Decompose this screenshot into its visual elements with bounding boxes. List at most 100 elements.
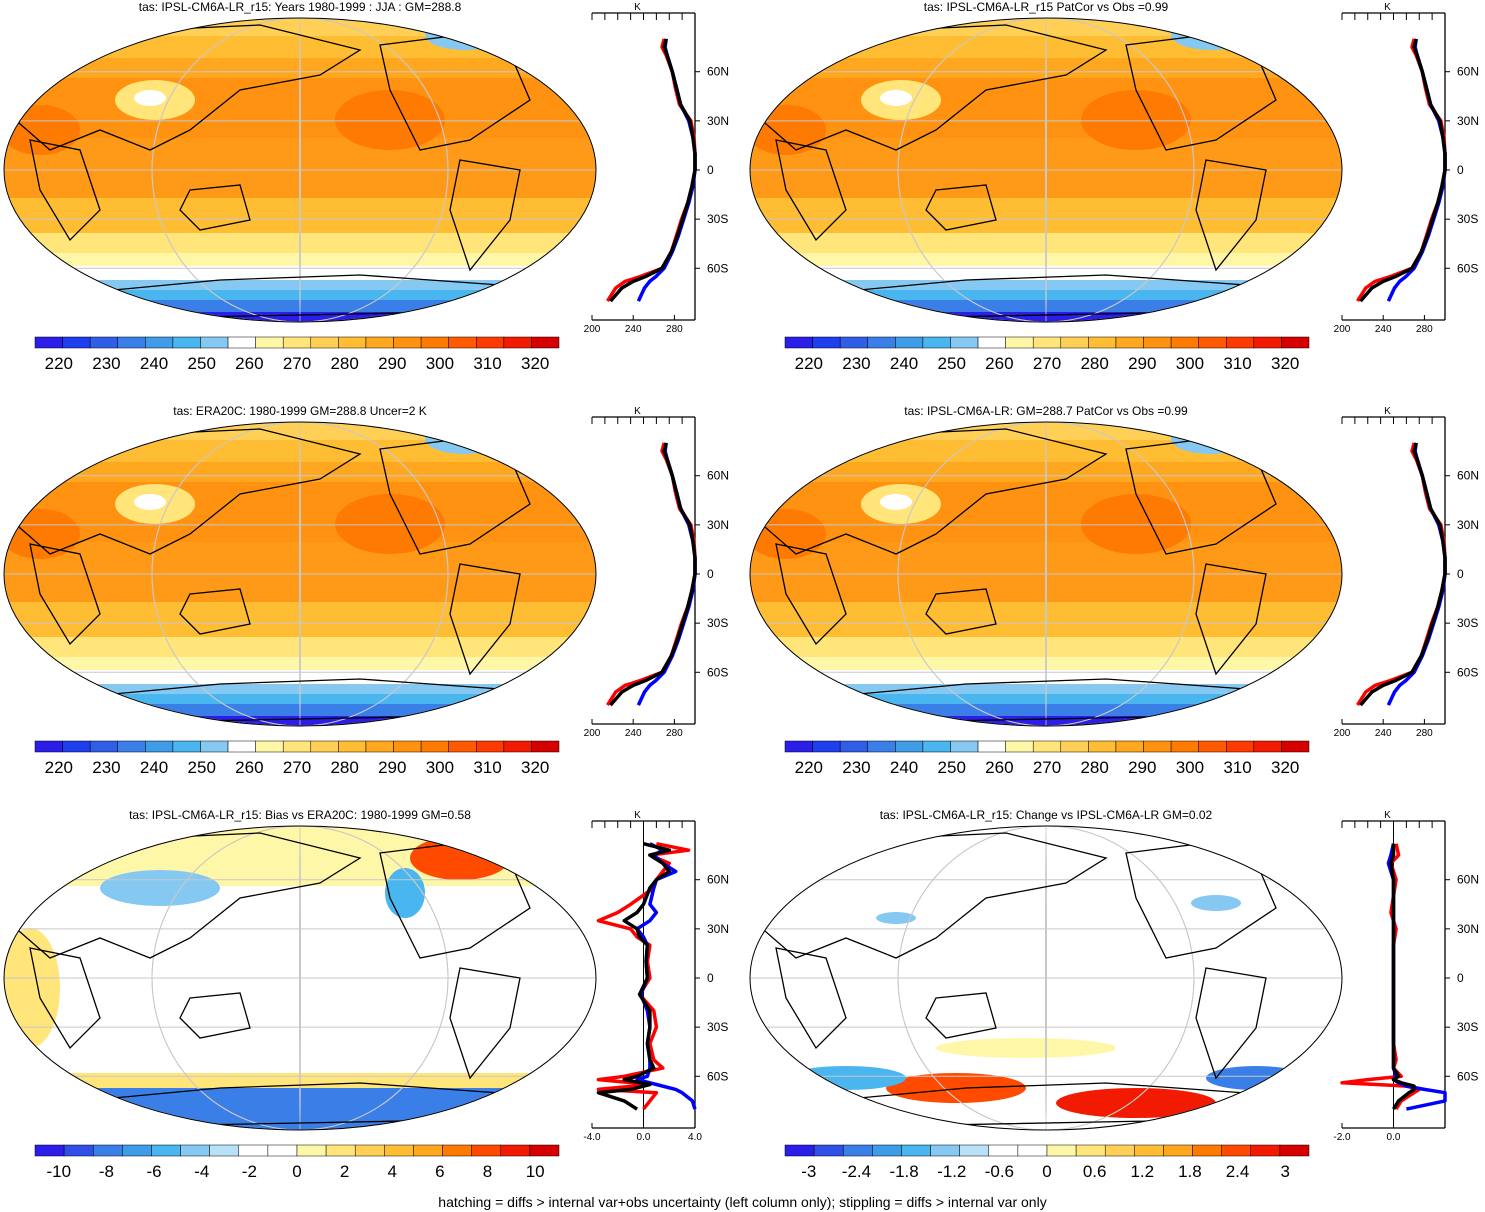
- colorbar-tick-label: 240: [890, 354, 918, 373]
- graticule: [750, 18, 1342, 322]
- panel-title: tas: IPSL-CM6A-LR_r15 PatCor vs Obs =0.9…: [923, 0, 1169, 14]
- map-and-profile: 220 230 240 250 260 270 280 290 300 310 320 K 200 240…: [3, 2, 729, 373]
- profile-unit-label: K: [634, 810, 641, 821]
- profile-x-tick-label: 200: [584, 728, 601, 739]
- profile-series-line: [1359, 38, 1447, 303]
- colorbar-swatch: [117, 336, 146, 349]
- colorbar-tick-label: 10: [526, 1162, 545, 1181]
- colorbar-swatch: [1170, 740, 1199, 753]
- profile-unit-label: K: [1384, 406, 1391, 417]
- colorbar-tick-label: 230: [92, 758, 120, 777]
- longitude-line: [151, 826, 449, 1130]
- profile-lat-label: 60S: [707, 665, 728, 679]
- profile-x-tick-label: 0.0: [637, 1132, 651, 1143]
- colorbar-swatch: [1221, 1144, 1252, 1157]
- negative-patch: [385, 868, 425, 918]
- colorbar-swatch: [988, 1144, 1019, 1157]
- colorbar-swatch: [1281, 336, 1310, 349]
- colorbar-swatch: [62, 740, 91, 753]
- colorbar-swatch: [1104, 1144, 1135, 1157]
- colorbar-tick-label: 2.4: [1226, 1162, 1250, 1181]
- colorbar-swatch: [365, 740, 394, 753]
- panel-title: tas: IPSL-CM6A-LR_r15: Years 1980-1999 :…: [138, 0, 462, 14]
- colorbar-swatch: [255, 336, 284, 349]
- colorbar-swatch: [1115, 740, 1144, 753]
- colorbar-tick-label: 1.8: [1178, 1162, 1202, 1181]
- colorbar-tick-label: 310: [473, 758, 501, 777]
- colorbar-swatch: [1226, 336, 1255, 349]
- profile-x-tick-label: 240: [625, 324, 642, 335]
- profile-lat-label: 60N: [707, 65, 729, 79]
- zonal-profile: K 200 240 280 60N 30N 0 30S 60S: [584, 2, 729, 335]
- colorbar-tick-label: -3: [801, 1162, 816, 1181]
- profile-x-tick-label: 200: [1334, 728, 1351, 739]
- south-america-coast: [449, 563, 521, 676]
- tibet-cold: [880, 494, 912, 510]
- warm-patch: [1081, 494, 1191, 554]
- profile-series-line: [1359, 442, 1447, 707]
- colorbar-swatch: [448, 336, 477, 349]
- panel-1: tas: IPSL-CM6A-LR_r15: Years 1980-1999 :…: [0, 0, 742, 404]
- colorbar-tick-label: 290: [1128, 354, 1156, 373]
- map-border: [3, 825, 597, 1131]
- profile-lat-label: 60N: [1457, 65, 1479, 79]
- positive-patch: [886, 1073, 1026, 1103]
- profile-lat-label: 30N: [1457, 922, 1479, 936]
- colorbar-swatch: [227, 336, 256, 349]
- profile-lat-label: 30N: [707, 922, 729, 936]
- map-field: [750, 826, 1342, 1130]
- colorbar-swatch: [338, 336, 367, 349]
- colorbar-swatch: [296, 1144, 327, 1157]
- south-america-coast: [449, 159, 521, 272]
- profile-unit-label: K: [1384, 2, 1391, 13]
- colorbar-tick-label: 2: [340, 1162, 349, 1181]
- colorbar: 220 230 240 250 260 270 280 290 300 310 320: [34, 336, 560, 373]
- profile-lat-label: 60S: [1457, 665, 1478, 679]
- colorbar-swatch: [34, 740, 63, 753]
- profile-lat-label: 60S: [707, 1069, 728, 1083]
- profile-unit-label: K: [1384, 810, 1391, 821]
- colorbar-tick-label: 320: [521, 758, 549, 777]
- colorbar-swatch: [1060, 740, 1089, 753]
- colorbar-swatch: [531, 740, 560, 753]
- tibet-cold: [134, 90, 166, 106]
- colorbar-swatch: [977, 336, 1006, 349]
- colorbar-swatch: [413, 1144, 443, 1157]
- warm-patch: [335, 494, 445, 554]
- map-and-profile: 220 230 240 250 260 270 280 290 300 310 320 K 200 240…: [749, 406, 1479, 777]
- profile-series-line: [609, 38, 697, 303]
- colorbar-swatch: [172, 336, 201, 349]
- profile-lat-label: 30S: [1457, 212, 1478, 226]
- colorbar-tick-label: 230: [92, 354, 120, 373]
- panel-title: tas: IPSL-CM6A-LR_r15: Bias vs ERA20C: 1…: [129, 808, 471, 822]
- colorbar-tick-label: 310: [1223, 758, 1251, 777]
- colorbar-swatch: [1005, 740, 1034, 753]
- australia-coast: [925, 184, 997, 231]
- map-and-profile: 220 230 240 250 260 270 280 290 300 310 320 K 200 240…: [3, 406, 729, 777]
- profile-x-tick-label: 240: [1375, 728, 1392, 739]
- colorbar-swatch: [784, 740, 813, 753]
- colorbar-swatch: [200, 336, 229, 349]
- colorbar-swatch: [1032, 336, 1062, 349]
- colorbar-swatch: [200, 740, 229, 753]
- colorbar-tick-label: 0: [1042, 1162, 1051, 1181]
- colorbar-tick-label: -2: [242, 1162, 257, 1181]
- profile-series-line: [1356, 38, 1447, 303]
- colorbar-tick-label: 300: [426, 354, 454, 373]
- profile-series-line: [1389, 843, 1416, 1111]
- graticule: [4, 422, 596, 726]
- colorbar-swatch: [1143, 336, 1172, 349]
- colorbar-tick-label: -1.8: [889, 1162, 918, 1181]
- negative-patch: [1191, 895, 1241, 911]
- profile-x-tick-label: 4.0: [688, 1132, 702, 1143]
- profile-lat-label: 60N: [707, 469, 729, 483]
- map-field: [4, 18, 596, 322]
- colorbar-swatch: [338, 740, 367, 753]
- colorbar-tick-label: -10: [47, 1162, 72, 1181]
- colorbar-swatch: [448, 740, 477, 753]
- negative-patch: [100, 870, 220, 906]
- colorbar-swatch: [238, 1144, 269, 1157]
- profile-x-tick-label: 200: [1334, 324, 1351, 335]
- positive-patch: [936, 1038, 1116, 1058]
- profile-x-tick-label: 280: [666, 324, 683, 335]
